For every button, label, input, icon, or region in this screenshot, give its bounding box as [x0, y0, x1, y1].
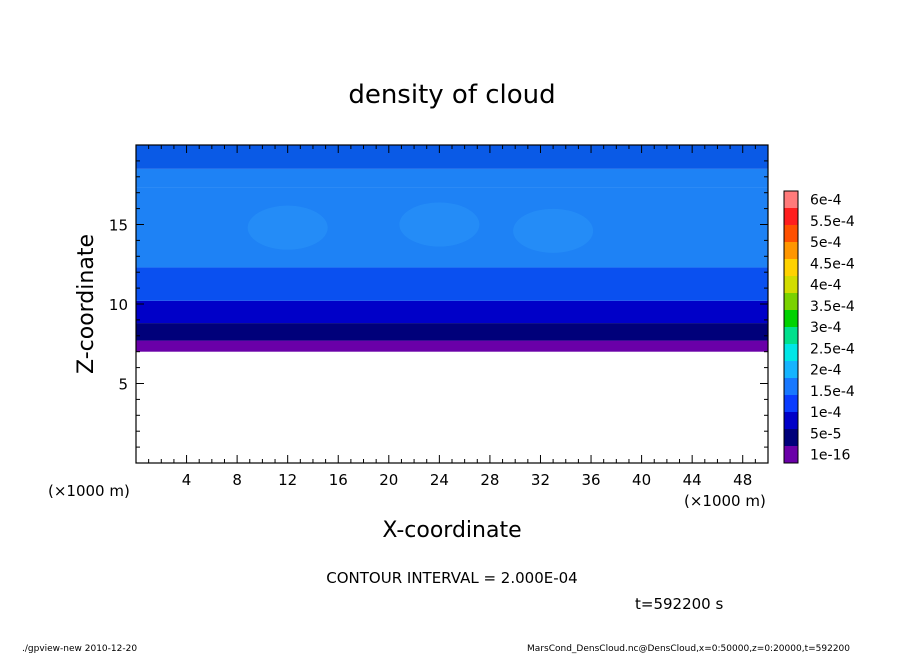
y-tick-label: 10 — [109, 296, 128, 314]
x-axis-ticks: 4 8 12 16 20 24 28 32 36 40 44 48 — [148, 145, 756, 489]
colorbar-swatch — [784, 446, 798, 463]
x-tick-label: 48 — [733, 471, 752, 489]
x-unit-right: (×1000 m) — [684, 492, 766, 510]
colorbar-swatch — [784, 242, 798, 259]
colorbar-swatch — [784, 259, 798, 276]
colorbar-swatch — [784, 395, 798, 412]
x-axis-label: X-coordinate — [382, 518, 521, 543]
colorbar-label: 4.5e-4 — [810, 256, 855, 272]
density-layer — [136, 267, 768, 301]
x-tick-label: 32 — [531, 471, 550, 489]
colorbar-label: 5.5e-4 — [810, 214, 855, 230]
colorbar-label: 5e-4 — [810, 235, 842, 251]
density-patch — [513, 208, 594, 253]
density-layer — [136, 300, 768, 324]
colorbar-label: 3.5e-4 — [810, 299, 855, 315]
contour-interval: CONTOUR INTERVAL = 2.000E-04 — [326, 569, 577, 587]
footer-left: ./gpview-new 2010-12-20 — [22, 644, 137, 654]
colorbar-swatch — [784, 276, 798, 293]
density-field — [136, 145, 768, 352]
colorbar-label: 3e-4 — [810, 320, 842, 336]
colorbar-swatch — [784, 293, 798, 310]
y-axis-label: Z-coordinate — [74, 234, 99, 374]
chart-title: density of cloud — [348, 80, 555, 110]
colorbar-swatch — [784, 344, 798, 361]
colorbar-swatch — [784, 327, 798, 344]
colorbar-swatch — [784, 191, 798, 208]
colorbar-swatch — [784, 429, 798, 446]
colorbar-label: 1.5e-4 — [810, 384, 855, 400]
colorbar-label: 1e-4 — [810, 405, 842, 421]
x-tick-label: 8 — [232, 471, 242, 489]
colorbar-swatch — [784, 208, 798, 225]
colorbar: 1e-16 5e-5 1e-4 1.5e-4 2e-4 2.5e-4 3e-4 3.5e-4 4… — [783, 190, 855, 464]
x-tick-label: 40 — [632, 471, 651, 489]
density-layer — [136, 323, 768, 341]
colorbar-swatch — [784, 378, 798, 395]
x-tick-label: 20 — [379, 471, 398, 489]
density-patch — [399, 202, 480, 247]
footer-right: MarsCond_DensCloud.nc@DensCloud,x=0:5000… — [527, 644, 850, 654]
colorbar-label: 6e-4 — [810, 193, 842, 209]
y-axis-ticks: 5 10 15 — [109, 160, 768, 448]
density-layer — [136, 340, 768, 352]
colorbar-swatch — [784, 310, 798, 327]
x-tick-label: 36 — [581, 471, 600, 489]
x-tick-label: 44 — [683, 471, 702, 489]
x-tick-label: 24 — [430, 471, 449, 489]
x-unit-left: (×1000 m) — [48, 482, 130, 500]
colorbar-label: 4e-4 — [810, 278, 842, 294]
colorbar-swatch — [784, 225, 798, 242]
colorbar-label: 1e-16 — [810, 448, 850, 464]
y-tick-label: 15 — [109, 217, 128, 235]
x-tick-label: 28 — [480, 471, 499, 489]
x-tick-label: 4 — [182, 471, 192, 489]
colorbar-swatch — [784, 412, 798, 429]
density-layer — [136, 145, 768, 169]
time-label: t=592200 s — [635, 595, 723, 613]
density-patch — [247, 205, 328, 250]
colorbar-label: 5e-5 — [810, 426, 841, 442]
density-layer — [136, 168, 768, 188]
colorbar-label: 2e-4 — [810, 363, 842, 379]
y-tick-label: 5 — [118, 376, 128, 394]
x-tick-label: 12 — [278, 471, 297, 489]
colorbar-swatch — [784, 361, 798, 378]
colorbar-label: 2.5e-4 — [810, 341, 855, 357]
x-tick-label: 16 — [329, 471, 348, 489]
